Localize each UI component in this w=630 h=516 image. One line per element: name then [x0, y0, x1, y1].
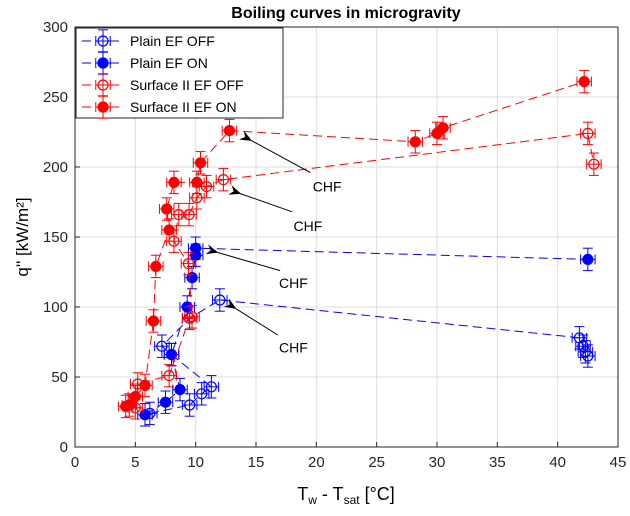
annotation-label: CHF: [313, 179, 342, 195]
data-point: [186, 311, 198, 323]
data-point: [183, 209, 195, 221]
y-tick-label: 250: [43, 89, 68, 106]
data-point: [168, 176, 180, 188]
legend-marker: [97, 101, 109, 113]
y-tick-label: 0: [60, 439, 68, 456]
series-plain-ef-on: [137, 236, 596, 427]
data-point: [161, 203, 173, 215]
x-tick-label: 25: [368, 454, 385, 471]
data-point: [150, 260, 162, 272]
y-tick-label: 50: [51, 369, 68, 386]
data-point: [409, 136, 421, 148]
data-point: [163, 370, 175, 382]
series-line: [134, 132, 595, 408]
y-tick-label: 150: [43, 229, 68, 246]
y-axis-label: q'' [kW/m²]: [13, 197, 32, 276]
annotation-arrow: [228, 185, 293, 213]
legend-entry: Plain EF ON: [82, 51, 208, 75]
data-point: [174, 384, 186, 396]
data-point: [156, 340, 168, 352]
axis-ticks: 0 5 10 15 20 25 30 35 40 45 0 50 100 150 200 250 300: [43, 19, 626, 471]
legend-label: Surface II EF OFF: [130, 77, 244, 93]
data-point: [163, 224, 175, 236]
data-point: [129, 391, 141, 403]
annotation-arrow: [223, 298, 278, 336]
data-point: [200, 181, 213, 193]
data-point: [147, 315, 160, 327]
x-tick-label: 40: [549, 454, 566, 471]
annotation-arrow: [239, 130, 311, 174]
y-tick-label: 300: [43, 19, 68, 36]
legend-marker: [97, 35, 109, 47]
legend-label: Surface II EF ON: [130, 99, 237, 115]
annotations: CHF CHF CHF CHF: [205, 130, 342, 356]
series-layer: [117, 69, 602, 427]
chart-title: Boiling curves in microgravity: [231, 5, 461, 22]
data-point: [582, 127, 594, 139]
legend: Plain EF OFF Plain EF ON Surface II EF OFF…: [75, 27, 284, 119]
data-point: [582, 350, 594, 362]
legend-label: Plain EF ON: [130, 55, 208, 71]
data-point: [196, 388, 208, 400]
x-tick-label: 0: [71, 454, 79, 471]
series-surface-ii-ef-on: [117, 69, 592, 419]
x-tick-label: 45: [610, 454, 627, 471]
annotation-arrow: [205, 244, 281, 272]
x-axis-label: Tw - Tsat [°C]: [297, 484, 395, 507]
series-plain-ef-off: [142, 288, 596, 426]
x-tick-label: 10: [187, 454, 204, 471]
data-point: [182, 258, 195, 270]
x-tick-label: 15: [248, 454, 265, 471]
data-point: [217, 174, 230, 186]
series-line: [149, 299, 589, 414]
y-tick-label: 200: [43, 159, 68, 176]
legend-marker: [97, 79, 109, 91]
legend-label: Plain EF OFF: [130, 33, 215, 49]
data-point: [190, 242, 202, 254]
annotation-label: CHF: [279, 340, 308, 356]
legend-entry: Surface II EF ON: [82, 95, 237, 119]
annotation-label: CHF: [293, 218, 322, 234]
x-tick-label: 20: [308, 454, 325, 471]
data-point: [194, 157, 207, 169]
annotation-label: CHF: [279, 275, 308, 291]
data-point: [588, 158, 600, 170]
x-tick-label: 35: [489, 454, 506, 471]
data-point: [184, 399, 196, 411]
legend-marker: [97, 57, 109, 69]
y-tick-label: 100: [43, 299, 68, 316]
x-tick-label: 30: [429, 454, 446, 471]
x-tick-label: 5: [131, 454, 139, 471]
data-point: [205, 381, 217, 393]
data-point: [582, 253, 594, 265]
data-point: [223, 125, 236, 137]
data-point: [578, 75, 590, 88]
data-point: [159, 396, 172, 408]
legend-entry: Plain EF OFF: [82, 29, 215, 53]
data-point: [139, 379, 151, 391]
data-point: [437, 122, 449, 134]
data-point: [191, 176, 203, 188]
series-line: [125, 81, 585, 407]
data-point: [139, 409, 151, 421]
